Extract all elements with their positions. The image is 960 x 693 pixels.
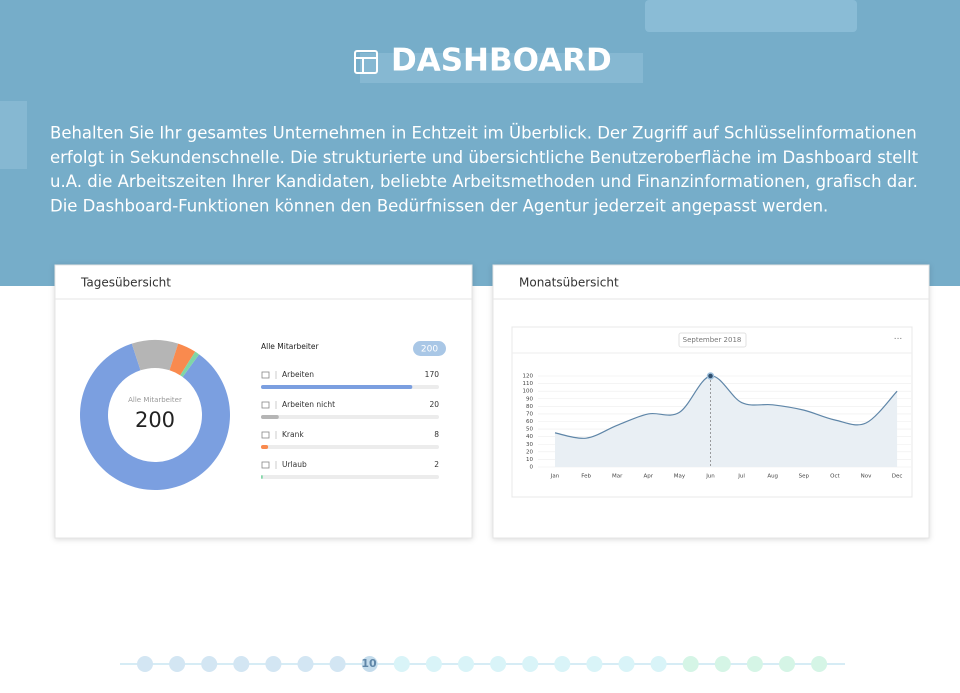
bar-track bbox=[261, 475, 439, 479]
item-icon bbox=[261, 461, 270, 469]
pager-dot bbox=[393, 656, 410, 672]
x-tick-label: Dec bbox=[892, 474, 903, 480]
header-band bbox=[0, 0, 960, 286]
donut-segment bbox=[180, 351, 200, 377]
item-icon bbox=[261, 371, 270, 379]
pager-dot bbox=[811, 656, 828, 672]
pager-dot bbox=[361, 656, 378, 672]
item-value: 20 bbox=[429, 400, 439, 409]
total-badge-value: 200 bbox=[421, 345, 438, 355]
item-value: 8 bbox=[434, 430, 439, 439]
y-tick-label: 120 bbox=[523, 374, 534, 380]
pager-dot bbox=[618, 656, 635, 672]
pager-dot bbox=[458, 656, 474, 672]
dashboard-icon bbox=[354, 50, 378, 74]
chart-title: September 2018 bbox=[683, 336, 742, 344]
card bbox=[54, 264, 473, 539]
y-tick-label: 50 bbox=[526, 427, 533, 433]
x-tick-label: Jul bbox=[737, 474, 745, 480]
pager-dot bbox=[297, 656, 314, 672]
y-tick-label: 10 bbox=[526, 457, 533, 463]
intro-line: erfolgt in Sekundenschnelle. Die struktu… bbox=[50, 148, 919, 167]
list-header: Alle Mitarbeiter bbox=[261, 342, 319, 351]
bar bbox=[261, 385, 413, 389]
bar bbox=[261, 415, 279, 419]
pager-dot bbox=[265, 656, 282, 672]
pager-dot bbox=[169, 656, 186, 672]
bar-track bbox=[261, 445, 439, 449]
decor bbox=[0, 101, 27, 169]
intro-line: Die Dashboard-Funktionen können den Bedü… bbox=[50, 196, 828, 215]
pager-dot bbox=[714, 656, 731, 672]
x-tick-label: Sep bbox=[799, 474, 810, 480]
bar bbox=[261, 445, 269, 449]
intro-line: Behalten Sie Ihr gesamtes Unternehmen in… bbox=[50, 124, 917, 143]
decor bbox=[360, 53, 643, 83]
x-tick-label: Feb bbox=[581, 474, 591, 480]
pager-dot bbox=[522, 656, 539, 672]
item-value: 2 bbox=[434, 460, 439, 469]
donut-segment bbox=[80, 343, 231, 491]
y-tick-label: 100 bbox=[523, 389, 534, 395]
x-tick-label: May bbox=[674, 474, 686, 480]
item-value: 170 bbox=[425, 370, 440, 379]
pager-dot bbox=[779, 656, 795, 672]
pager-dot bbox=[425, 656, 442, 672]
y-tick-label: 20 bbox=[526, 449, 533, 455]
line bbox=[554, 375, 898, 439]
pager-dot bbox=[682, 656, 699, 672]
pager-dot bbox=[650, 656, 667, 672]
hover-point bbox=[706, 372, 715, 380]
x-tick-label: Nov bbox=[861, 474, 872, 480]
y-tick-label: 110 bbox=[523, 381, 534, 387]
pager-dot bbox=[201, 656, 218, 672]
item-icon bbox=[261, 401, 270, 409]
decor bbox=[645, 0, 857, 32]
x-tick-label: Aug bbox=[767, 474, 778, 480]
y-tick-label: 60 bbox=[526, 419, 533, 425]
y-tick-label: 0 bbox=[530, 465, 534, 471]
card-title: Monatsübersicht bbox=[519, 276, 619, 290]
chart-title-box bbox=[678, 332, 747, 348]
item-name: Arbeiten nicht bbox=[282, 400, 335, 409]
x-tick-label: Mar bbox=[612, 474, 623, 480]
area bbox=[555, 375, 898, 467]
x-tick-label: Jan bbox=[550, 474, 560, 480]
x-tick-label: Apr bbox=[644, 474, 654, 480]
item-icon bbox=[261, 431, 270, 439]
y-tick-label: 90 bbox=[526, 396, 533, 402]
donut-center-label: Alle Mitarbeiter bbox=[128, 396, 182, 404]
pager-dot bbox=[329, 656, 346, 672]
bar bbox=[261, 475, 263, 479]
y-tick-label: 40 bbox=[526, 434, 533, 440]
item-name: Urlaub bbox=[282, 460, 307, 469]
donut-center-value: 200 bbox=[135, 408, 175, 432]
pager-dot bbox=[746, 656, 763, 672]
y-tick-label: 70 bbox=[526, 411, 533, 417]
donut-segment bbox=[131, 340, 179, 371]
donut-segment bbox=[169, 343, 196, 376]
pager-dot bbox=[233, 656, 250, 672]
page-number: 10 bbox=[361, 657, 377, 670]
bar-track bbox=[261, 415, 439, 419]
pager-dot bbox=[490, 656, 507, 672]
total-badge bbox=[413, 341, 446, 356]
card-title: Tagesübersicht bbox=[80, 276, 171, 290]
page-title: DASHBOARD bbox=[391, 43, 612, 79]
menu-dots[interactable]: ··· bbox=[894, 335, 903, 345]
x-tick-label: Jun bbox=[705, 474, 715, 480]
x-tick-label: Oct bbox=[830, 474, 840, 480]
pager-dot bbox=[554, 656, 571, 672]
item-name: Krank bbox=[282, 430, 304, 439]
intro-line: u.A. die Arbeitszeiten Ihrer Kandidaten,… bbox=[50, 172, 918, 191]
pager-dot bbox=[586, 656, 603, 672]
y-tick-label: 30 bbox=[526, 442, 533, 448]
pager-dot bbox=[137, 656, 153, 672]
item-name: Arbeiten bbox=[282, 370, 314, 379]
y-tick-label: 80 bbox=[526, 404, 533, 410]
